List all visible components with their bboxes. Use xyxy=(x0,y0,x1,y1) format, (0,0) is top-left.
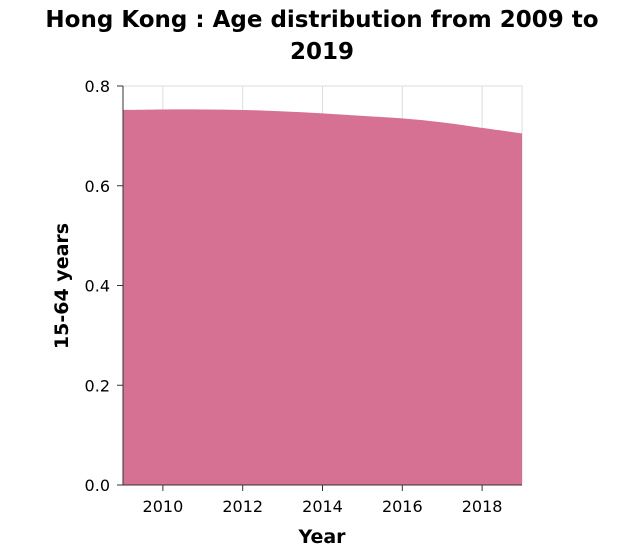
area-series xyxy=(123,109,522,485)
tick-layer: 2010 2012 2014 2016 2018 0.0 0.2 0.4 0.6 0.8 xyxy=(85,77,503,516)
y-tick-label: 0.4 xyxy=(85,277,110,296)
x-tick-label: 2016 xyxy=(382,497,423,516)
chart-title-line-2: 2019 xyxy=(290,39,354,65)
x-tick-label: 2012 xyxy=(222,497,263,516)
chart-title-line-1: Hong Kong : Age distribution from 2009 t… xyxy=(45,7,598,33)
area-layer xyxy=(123,109,522,485)
x-tick-label: 2010 xyxy=(143,497,184,516)
y-tick-label: 0.8 xyxy=(85,77,110,96)
y-tick-label: 0.0 xyxy=(85,476,110,495)
x-tick-label: 2018 xyxy=(462,497,503,516)
y-axis-label: 15-64 years xyxy=(51,223,73,349)
y-tick-label: 0.2 xyxy=(85,376,110,395)
x-axis-label: Year xyxy=(297,526,346,548)
x-tick-label: 2014 xyxy=(302,497,343,516)
y-tick-label: 0.6 xyxy=(85,177,110,196)
